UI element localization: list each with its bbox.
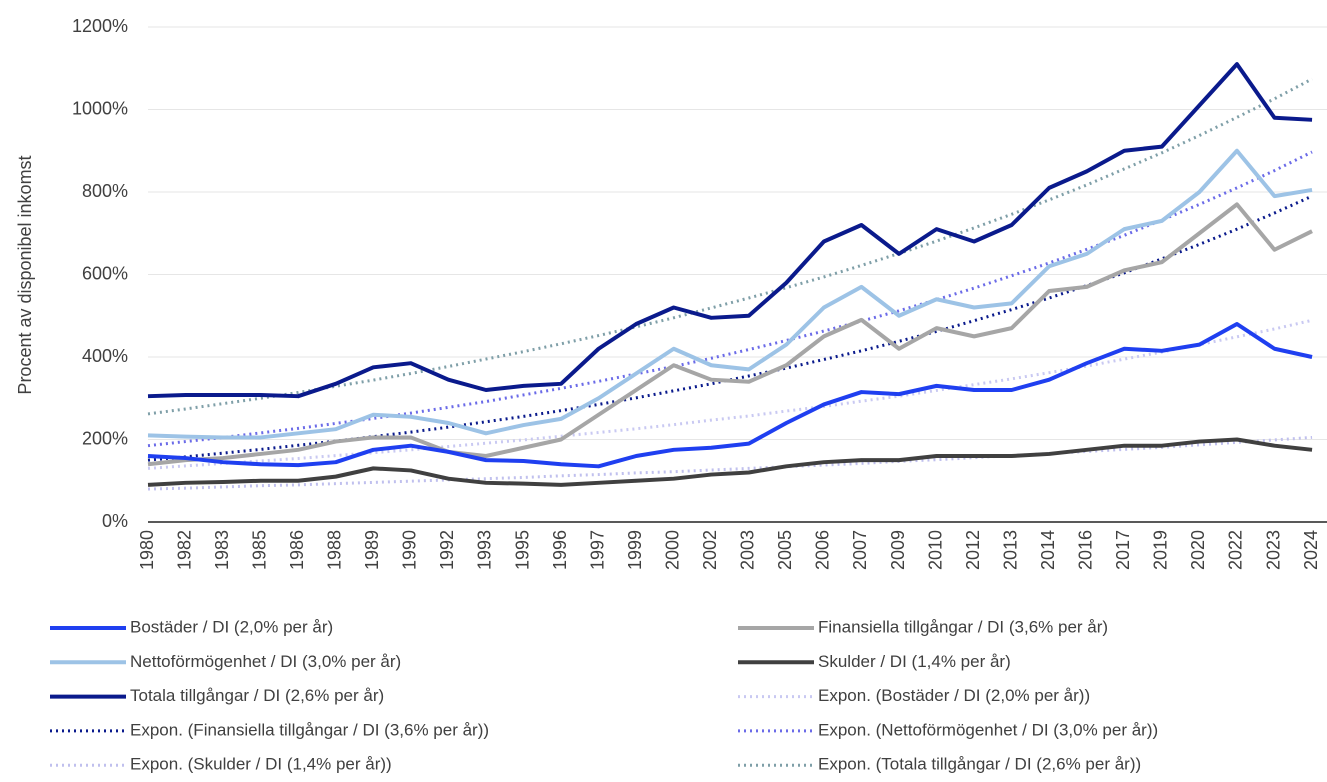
- x-tick-label: 1989: [362, 530, 382, 570]
- x-tick-label: 1996: [550, 530, 570, 570]
- legend-label: Totala tillgångar / DI (2,6% per år): [130, 686, 384, 705]
- x-tick-label: 2007: [850, 530, 870, 570]
- legend-label: Bostäder / DI (2,0% per år): [130, 617, 333, 636]
- x-tick-label: 1992: [437, 530, 457, 570]
- x-tick-label: 2005: [775, 530, 795, 570]
- x-tick-label: 2020: [1188, 530, 1208, 570]
- x-tick-label: 2003: [738, 530, 758, 570]
- x-tick-label: 2014: [1038, 530, 1058, 570]
- x-tick-label: 2017: [1113, 530, 1133, 570]
- x-tick-label: 1993: [475, 530, 495, 570]
- legend-label: Expon. (Nettoförmögenhet / DI (3,0% per …: [818, 720, 1158, 739]
- y-tick-label: 0%: [102, 511, 128, 531]
- y-tick-label: 1200%: [72, 16, 128, 36]
- x-tick-label: 2010: [925, 530, 945, 570]
- legend-label: Expon. (Bostäder / DI (2,0% per år)): [818, 686, 1090, 705]
- series-line: [147, 150, 1313, 448]
- x-tick-label: 1995: [512, 530, 532, 570]
- legend-label: Expon. (Totala tillgångar / DI (2,6% per…: [818, 755, 1141, 774]
- legend-label: Expon. (Finansiella tillgångar / DI (3,6…: [130, 720, 489, 739]
- series-line: [147, 437, 1313, 487]
- x-tick-label: 2022: [1226, 530, 1246, 570]
- x-tick-label: 1999: [625, 530, 645, 570]
- x-tick-label: 1980: [137, 530, 157, 570]
- legend-label: Finansiella tillgångar / DI (3,6% per år…: [818, 617, 1108, 636]
- x-tick-label: 2023: [1263, 530, 1283, 570]
- y-tick-label: 1000%: [72, 98, 128, 118]
- x-tick-label: 2009: [888, 530, 908, 570]
- legend-label: Skulder / DI (1,4% per år): [818, 652, 1011, 671]
- y-axis-label: Procent av disponibel inkomst: [15, 155, 35, 394]
- series-line: [147, 202, 1313, 467]
- x-tick-label: 1985: [249, 530, 269, 570]
- legend-label: Nettoförmögenhet / DI (3,0% per år): [130, 652, 401, 671]
- series-line: [147, 435, 1313, 491]
- x-tick-label: 1983: [212, 530, 232, 570]
- x-tick-label: 1997: [587, 530, 607, 570]
- series-line: [147, 62, 1313, 399]
- y-tick-label: 600%: [82, 263, 128, 283]
- x-tick-label: 2019: [1151, 530, 1171, 570]
- y-tick-label: 200%: [82, 428, 128, 448]
- x-tick-label: 2006: [813, 530, 833, 570]
- x-tick-label: 2000: [662, 530, 682, 570]
- y-tick-label: 400%: [82, 346, 128, 366]
- series-line: [147, 322, 1313, 469]
- x-tick-label: 2024: [1301, 530, 1321, 570]
- x-tick-label: 1982: [174, 530, 194, 570]
- x-tick-label: 2013: [1000, 530, 1020, 570]
- series-line: [147, 148, 1313, 440]
- x-tick-label: 2012: [963, 530, 983, 570]
- x-tick-label: 1990: [400, 530, 420, 570]
- x-tick-label: 1986: [287, 530, 307, 570]
- legend-label: Expon. (Skulder / DI (1,4% per år)): [130, 755, 392, 774]
- y-tick-label: 800%: [82, 181, 128, 201]
- x-tick-label: 2016: [1076, 530, 1096, 570]
- x-tick-label: 1988: [325, 530, 345, 570]
- series-line: [147, 77, 1313, 416]
- x-tick-label: 2002: [700, 530, 720, 570]
- series-line: [147, 194, 1313, 462]
